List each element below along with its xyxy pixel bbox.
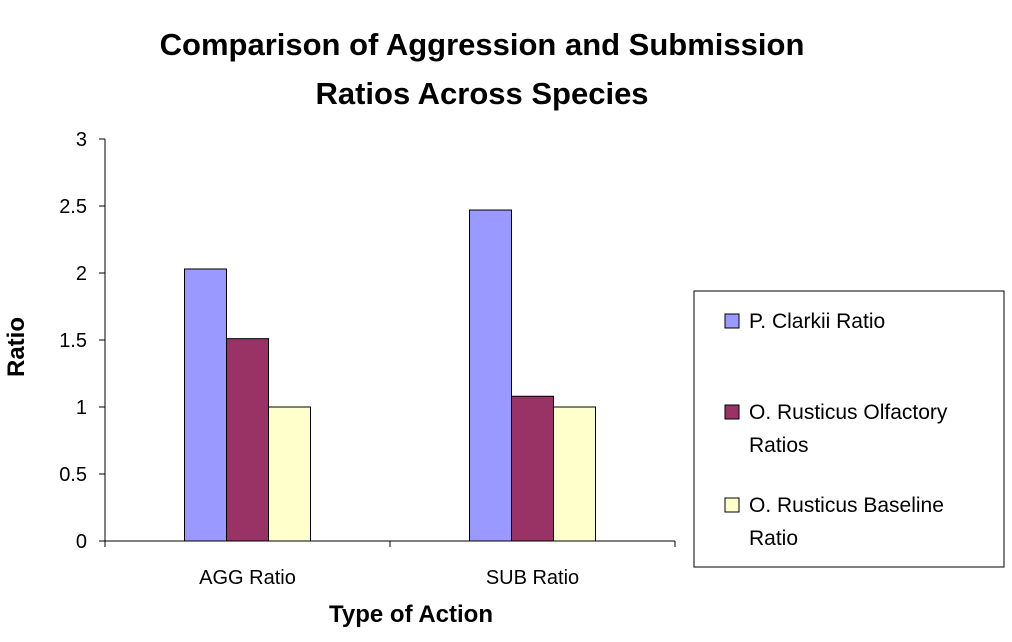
y-tick-label: 2.5 xyxy=(59,196,87,218)
plot-area: 0 0.5 1 1.5 2 2.5 3 AGG Ratio SUB Ratio xyxy=(59,129,676,589)
y-tick-label: 3 xyxy=(76,129,87,151)
y-tick-label: 2 xyxy=(76,263,87,285)
legend-box xyxy=(693,290,1005,568)
y-tick-label: 0 xyxy=(76,531,87,553)
y-tick-label: 1.5 xyxy=(59,330,87,352)
legend-swatch xyxy=(724,404,740,420)
legend-label: P. Clarkii Ratio xyxy=(749,310,885,333)
x-tick-label: SUB Ratio xyxy=(486,567,579,589)
legend-swatch xyxy=(724,313,740,329)
legend-label: O. Rusticus Baseline xyxy=(749,494,944,517)
x-tick-label: AGG Ratio xyxy=(199,567,296,589)
bar xyxy=(226,338,269,542)
chart-title-line-1: Comparison of Aggression and Submission xyxy=(160,27,805,62)
legend: P. Clarkii Ratio O. Rusticus Olfactory Rat… xyxy=(693,290,1005,568)
bar xyxy=(184,268,227,542)
x-axis-title: Type of Action xyxy=(329,601,493,628)
legend-label: Ratios xyxy=(749,434,809,457)
bar xyxy=(553,406,596,542)
chart-title-line-2: Ratios Across Species xyxy=(315,76,648,111)
y-tick-label: 0.5 xyxy=(59,464,87,486)
bar xyxy=(469,209,512,542)
legend-swatch xyxy=(724,497,740,513)
legend-label: Ratio xyxy=(749,527,798,550)
bar xyxy=(511,395,554,542)
bar xyxy=(268,406,311,542)
y-tick-label: 1 xyxy=(76,397,87,419)
y-axis-title: Ratio xyxy=(3,317,30,377)
legend-label: O. Rusticus Olfactory xyxy=(749,401,948,424)
